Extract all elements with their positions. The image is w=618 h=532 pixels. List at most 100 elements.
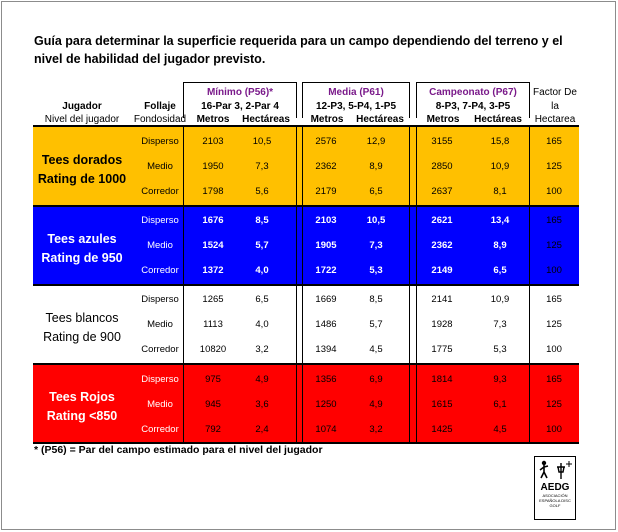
row-condition: Corredor xyxy=(141,186,179,197)
cell-h3: 10,9 xyxy=(490,294,510,305)
header-media-sub: 12-P3, 5-P4, 1-P5 xyxy=(315,101,397,112)
header-campeonato: Campeonato (P67) xyxy=(429,87,517,98)
cell-factor: 125 xyxy=(546,319,562,330)
logo-sub: ASOCIACIÓN ESPAÑOLA DISC GOLF xyxy=(539,493,571,508)
cell-factor: 165 xyxy=(546,136,562,147)
header-metros-1: Metros xyxy=(196,114,230,125)
cell-h2: 6,9 xyxy=(369,374,383,385)
cell-h1: 3,2 xyxy=(255,344,269,355)
header-jugador: Jugador xyxy=(62,101,102,112)
cell-factor: 125 xyxy=(546,161,562,172)
header-factor-1: Factor De xyxy=(533,87,577,98)
header-minimo-sub: 16-Par 3, 2-Par 4 xyxy=(201,101,279,112)
footnote: * (P56) = Par del campo estimado para el… xyxy=(34,444,323,456)
cell-h2: 8,5 xyxy=(369,294,383,305)
row-condition: Corredor xyxy=(141,344,179,355)
cell-m2: 1905 xyxy=(315,240,337,251)
group-label-azules: Tees azules Rating de 950 xyxy=(41,232,123,265)
cell-m2: 1486 xyxy=(315,319,337,330)
cell-h3: 15,8 xyxy=(490,136,510,147)
cell-h1: 10,5 xyxy=(252,136,272,147)
header-fondosidad: Fondosidad xyxy=(133,114,187,125)
cell-h3: 9,3 xyxy=(493,374,507,385)
cell-m1: 1372 xyxy=(202,265,224,276)
cell-h3: 10,9 xyxy=(490,161,510,172)
cell-h2: 6,5 xyxy=(369,186,383,197)
header-minimo: Mínimo (P56)* xyxy=(206,87,274,98)
cell-h3: 8,9 xyxy=(493,240,507,251)
header-box-campeonato xyxy=(416,82,530,118)
cell-h2: 10,5 xyxy=(366,215,386,226)
group-label-blancos: Tees blancos Rating de 900 xyxy=(43,311,121,344)
row-condition: Medio xyxy=(147,240,173,251)
cell-h1: 7,3 xyxy=(255,161,269,172)
vline-3 xyxy=(302,125,303,443)
header-factor-2: la xyxy=(551,101,559,112)
cell-h1: 4,9 xyxy=(255,374,269,385)
row-condition: Medio xyxy=(147,399,173,410)
cell-h2: 7,3 xyxy=(369,240,383,251)
row-condition: Disperso xyxy=(141,215,179,226)
cell-h2: 5,3 xyxy=(369,265,383,276)
header-metros-3: Metros xyxy=(426,114,460,125)
cell-h1: 5,6 xyxy=(255,186,269,197)
cell-h2: 4,9 xyxy=(369,399,383,410)
band-azules xyxy=(33,205,579,284)
cell-factor: 100 xyxy=(546,186,562,197)
cell-h2: 8,9 xyxy=(369,161,383,172)
vline-1 xyxy=(183,125,184,443)
cell-m3: 2362 xyxy=(431,240,453,251)
cell-h3: 6,5 xyxy=(493,265,507,276)
cell-m1: 1676 xyxy=(202,215,224,226)
rule-2 xyxy=(33,284,579,286)
cell-m1: 1113 xyxy=(203,319,223,330)
group-label-rojos: Tees Rojos Rating <850 xyxy=(46,390,118,423)
cell-m1: 1265 xyxy=(202,294,224,305)
header-nivel: Nivel del jugador xyxy=(44,114,120,125)
band-dorados xyxy=(33,126,579,206)
vline-2 xyxy=(296,125,297,443)
cell-h1: 2,4 xyxy=(255,424,269,435)
row-condition: Disperso xyxy=(141,136,179,147)
cell-m2: 1356 xyxy=(315,374,337,385)
cell-h2: 12,9 xyxy=(366,136,386,147)
header-hectareas-2: Hectáreas xyxy=(356,114,404,125)
band-rojos xyxy=(33,364,579,443)
header-follaje: Follaje xyxy=(144,101,176,112)
document-title: Guía para determinar la superficie reque… xyxy=(34,34,563,66)
cell-m2: 2103 xyxy=(315,215,337,226)
row-condition: Corredor xyxy=(141,424,179,435)
group-label-dorados: Tees dorados Rating de 1000 xyxy=(37,153,127,186)
cell-m3: 1928 xyxy=(431,319,453,330)
cell-m1: 975 xyxy=(205,374,221,385)
cell-m3: 3155 xyxy=(431,136,453,147)
cell-m1: 945 xyxy=(205,399,221,410)
header-box-minimo xyxy=(183,82,297,118)
row-condition: Corredor xyxy=(141,265,179,276)
row-condition: Medio xyxy=(147,161,173,172)
rule-1 xyxy=(33,205,579,207)
header-media: Media (P61) xyxy=(328,87,384,98)
header-hectareas-1: Hectáreas xyxy=(242,114,290,125)
cell-factor: 165 xyxy=(546,294,562,305)
cell-factor: 125 xyxy=(546,399,562,410)
cell-factor: 125 xyxy=(546,240,562,251)
cell-m2: 1394 xyxy=(315,344,337,355)
cell-h2: 3,2 xyxy=(369,424,383,435)
cell-m1: 1950 xyxy=(202,161,224,172)
disc-golf-icon xyxy=(539,460,572,479)
row-condition: Disperso xyxy=(141,294,179,305)
cell-m3: 1814 xyxy=(431,374,453,385)
cell-m2: 1722 xyxy=(315,265,337,276)
cell-m2: 1669 xyxy=(315,294,337,305)
cell-m3: 2621 xyxy=(431,215,453,226)
header-hectareas-3: Hectáreas xyxy=(474,114,522,125)
cell-m2: 1250 xyxy=(315,399,337,410)
cell-m3: 2149 xyxy=(431,265,453,276)
cell-m3: 1615 xyxy=(431,399,453,410)
band-blancos xyxy=(33,284,579,364)
cell-m2: 2179 xyxy=(315,186,337,197)
cell-m2: 1074 xyxy=(315,424,337,435)
cell-m1: 1798 xyxy=(202,186,224,197)
rule-3 xyxy=(33,363,579,365)
